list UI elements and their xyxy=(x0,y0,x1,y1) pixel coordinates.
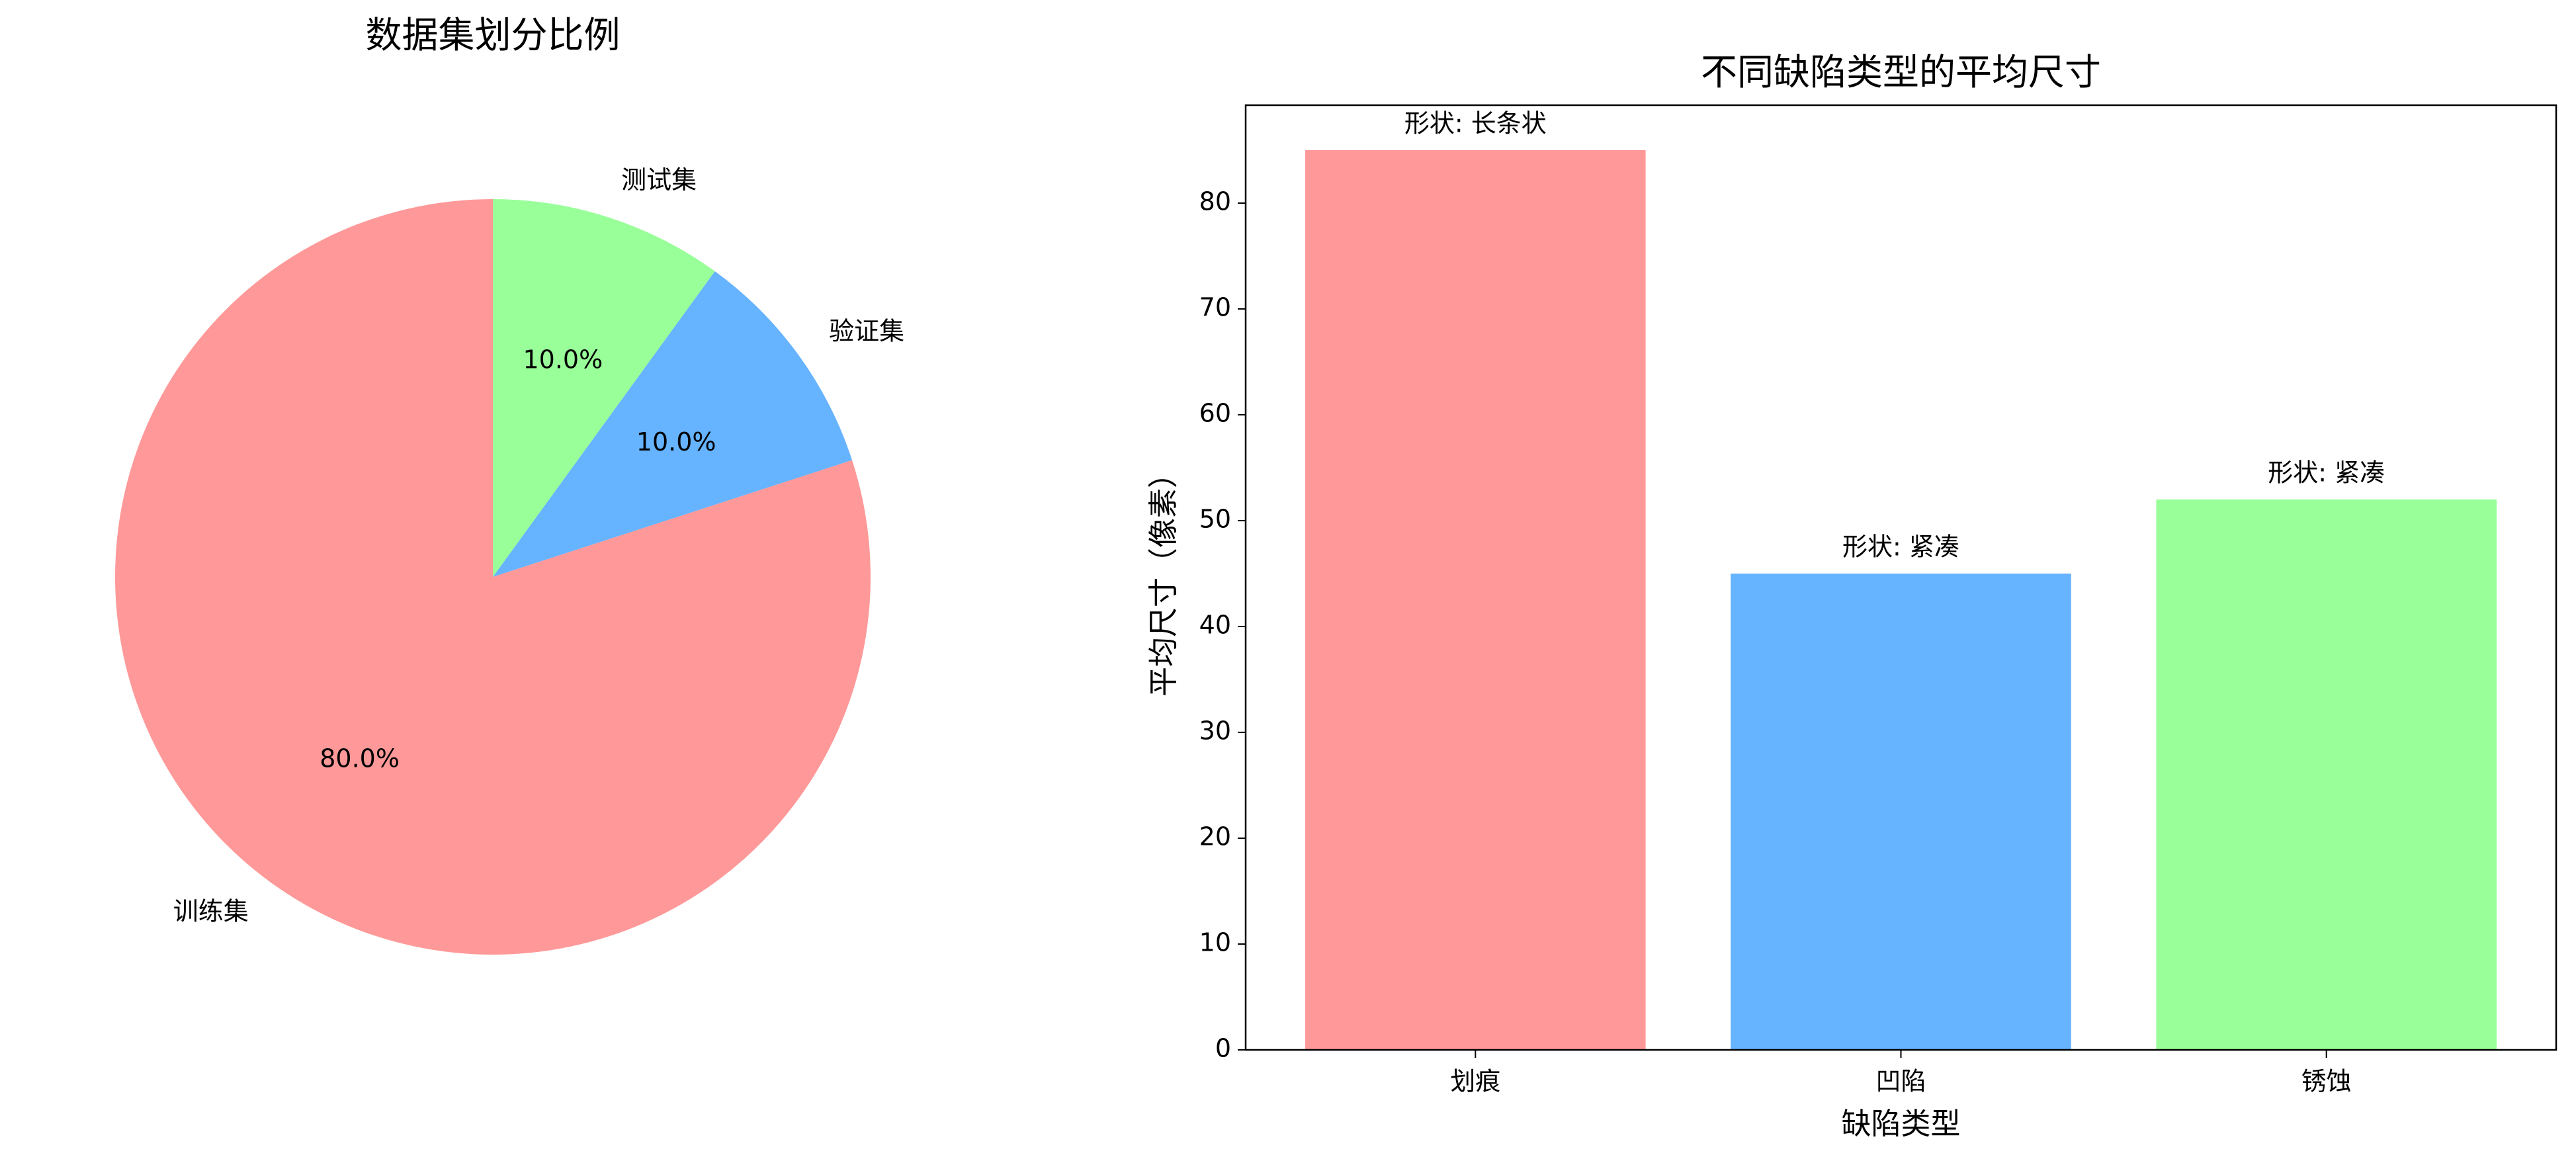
x-tick-label: 划痕 xyxy=(1450,1067,1500,1096)
bar-annotation: 形状: 长条状 xyxy=(1404,109,1547,138)
bar-annotation: 形状: 紧凑 xyxy=(2268,458,2385,488)
chart-title: 不同缺陷类型的平均尺寸 xyxy=(1701,51,2101,93)
bar-annotation: 形状: 紧凑 xyxy=(1842,533,1959,562)
y-tick-label: 20 xyxy=(1199,822,1231,851)
pie-slice xyxy=(114,199,871,955)
slice-label: 训练集 xyxy=(173,897,249,926)
bar xyxy=(1731,574,2071,1050)
x-tick-label: 锈蚀 xyxy=(2301,1067,2352,1096)
pie-slice xyxy=(493,271,853,577)
x-axis-label: 缺陷类型 xyxy=(1841,1106,1960,1141)
chart-title: 数据集划分比例 xyxy=(365,14,620,56)
plot-frame xyxy=(1244,104,2557,1051)
y-tick-label: 70 xyxy=(1199,293,1231,322)
slice-label: 测试集 xyxy=(621,165,697,194)
bar xyxy=(2156,499,2497,1050)
slice-label: 验证集 xyxy=(829,316,904,345)
bar xyxy=(1305,150,1646,1050)
y-axis-label: 平均尺寸（像素） xyxy=(1146,458,1181,697)
pie-slice xyxy=(493,199,715,577)
percent-label: 10.0% xyxy=(636,427,716,456)
y-tick-label: 10 xyxy=(1199,928,1231,957)
y-tick-label: 0 xyxy=(1215,1034,1231,1063)
y-tick-label: 50 xyxy=(1199,505,1231,534)
percent-label: 10.0% xyxy=(523,345,603,374)
x-tick-label: 凹陷 xyxy=(1875,1067,1926,1096)
y-tick-label: 40 xyxy=(1199,611,1231,640)
y-tick-label: 80 xyxy=(1199,187,1231,216)
y-tick-label: 30 xyxy=(1199,716,1231,746)
percent-label: 80.0% xyxy=(320,744,400,773)
y-tick-label: 60 xyxy=(1199,399,1231,428)
